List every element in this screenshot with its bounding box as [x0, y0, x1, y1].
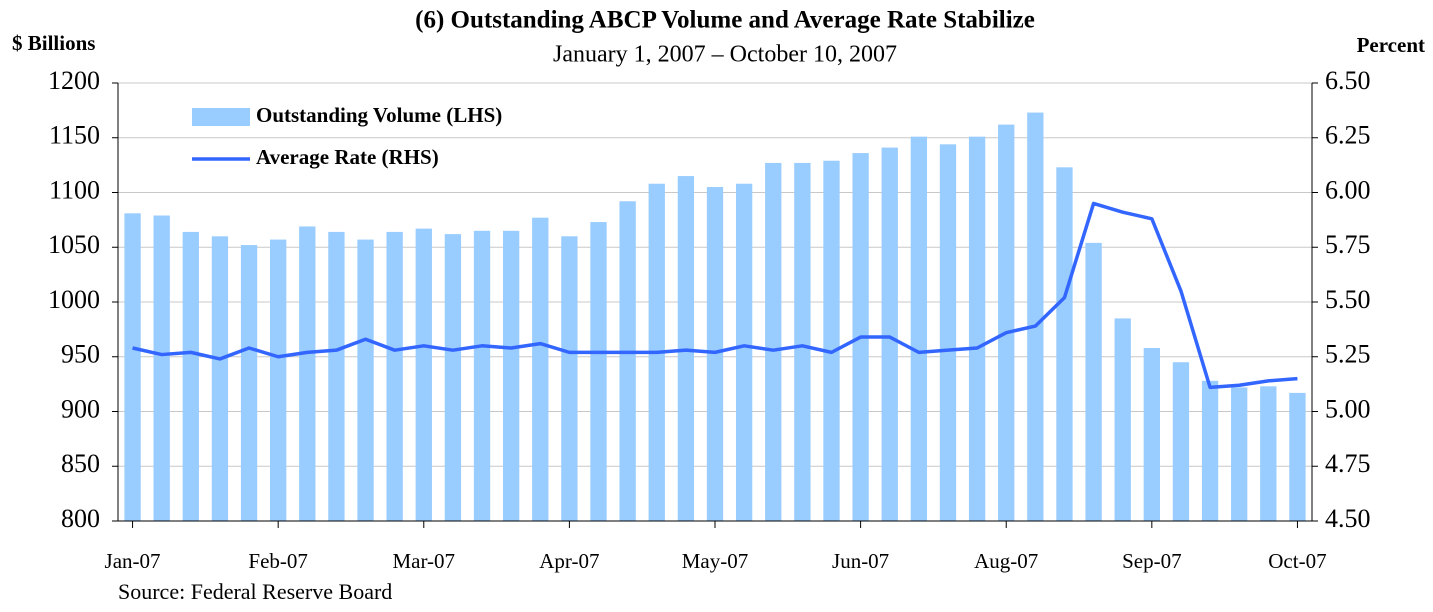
y-tick-label: 1200 [48, 66, 100, 95]
y-tick-label: 900 [61, 394, 100, 423]
bar [1027, 112, 1044, 521]
bar [561, 236, 578, 522]
x-tick-label: Apr-07 [539, 549, 599, 573]
y2-tick-label: 5.75 [1325, 230, 1371, 259]
y2-tick-label: 5.25 [1325, 340, 1371, 369]
bar [1056, 167, 1073, 521]
y2-axis-label: Percent [1357, 33, 1425, 57]
y-tick-label: 950 [61, 340, 100, 369]
bar [357, 239, 374, 521]
chart-title: (6) Outstanding ABCP Volume and Average … [415, 7, 1035, 34]
chart-subtitle: January 1, 2007 – October 10, 2007 [553, 42, 897, 68]
bar [910, 136, 928, 521]
y-tick-label: 1150 [49, 121, 100, 150]
x-tick-label: Jan-07 [105, 549, 161, 573]
bar [968, 136, 986, 521]
bar [1143, 347, 1160, 521]
bar [1201, 380, 1219, 521]
y2-tick-label: 6.00 [1325, 175, 1371, 204]
bar [328, 231, 345, 522]
x-tick-label: Aug-07 [974, 549, 1038, 573]
bar [590, 222, 607, 521]
bar [823, 160, 840, 521]
bar [1172, 362, 1190, 521]
bar [299, 226, 316, 521]
y-tick-label: 1100 [49, 175, 100, 204]
legend-label: Average Rate (RHS) [256, 145, 439, 169]
bar [1289, 392, 1306, 521]
legend-label: Outstanding Volume (LHS) [256, 103, 502, 127]
y2-tick-label: 5.50 [1325, 285, 1371, 314]
bar [444, 234, 462, 522]
bar [1260, 386, 1277, 521]
bar [240, 245, 258, 521]
y2-tick-label: 4.75 [1325, 449, 1371, 478]
line [132, 201, 1298, 390]
source: Source: Federal Reserve Board [118, 579, 392, 604]
bar [939, 144, 957, 521]
bar [735, 183, 753, 522]
bar [386, 231, 403, 522]
y-tick-label: 850 [61, 449, 100, 478]
y2-tick-label: 5.00 [1325, 394, 1371, 423]
bar [473, 230, 491, 521]
x-tick-label: Sep-07 [1122, 549, 1182, 573]
bar [794, 162, 811, 521]
bar [1114, 318, 1131, 521]
bar [1085, 242, 1102, 521]
bar [415, 228, 432, 521]
y-tick-label: 1050 [48, 230, 100, 259]
bar [1231, 387, 1248, 521]
bar [502, 230, 520, 521]
y2-tick-label: 6.25 [1325, 121, 1371, 150]
x-tick-label: Oct-07 [1268, 549, 1326, 573]
bar [270, 239, 287, 521]
bar [765, 162, 782, 521]
bar [619, 201, 636, 521]
x-tick-label: May-07 [682, 549, 749, 573]
bar [124, 213, 141, 521]
y-axis-label: $ Billions [12, 31, 95, 55]
y-tick-label: 800 [61, 504, 100, 533]
y2-tick-label: 6.50 [1325, 66, 1371, 95]
x-tick-label: Feb-07 [248, 549, 308, 573]
x-tick-label: Mar-07 [392, 549, 455, 573]
legend-swatch [192, 108, 250, 126]
bar [881, 147, 898, 522]
bar [153, 215, 170, 521]
y2-tick-label: 4.50 [1325, 504, 1371, 533]
y-tick-label: 1000 [48, 285, 100, 314]
bar [998, 124, 1015, 522]
bar [211, 236, 229, 522]
x-tick-label: Jun-07 [832, 549, 889, 573]
bar [532, 217, 549, 521]
bar [182, 231, 199, 522]
